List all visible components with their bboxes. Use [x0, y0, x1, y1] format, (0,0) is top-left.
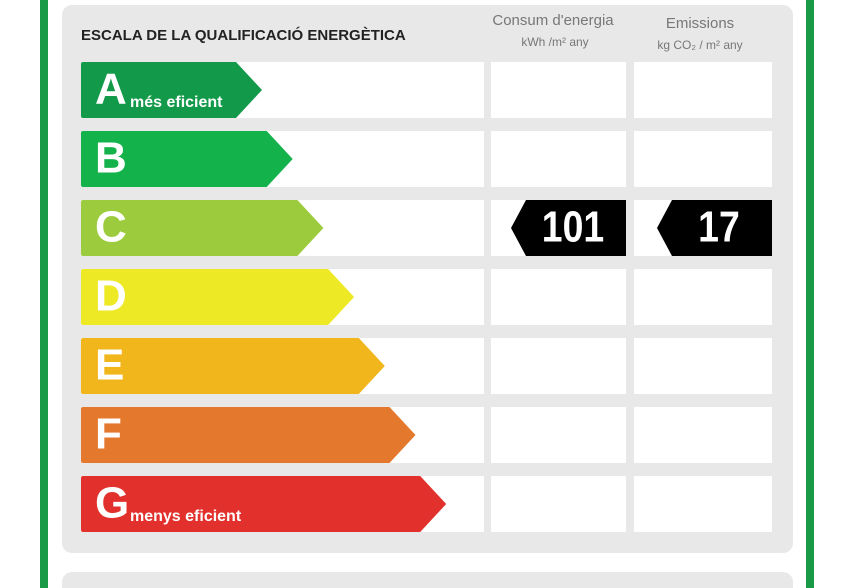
rating-tag: [511, 200, 626, 256]
cell: [491, 131, 626, 187]
title: ESCALA DE LA QUALIFICACIÓ ENERGÈTICA: [81, 26, 406, 44]
panel-bottom: [62, 572, 793, 588]
rating-arrow: [81, 338, 385, 394]
rating-label: menys eficient: [130, 508, 242, 525]
rating-arrow: [81, 476, 447, 532]
rating-arrow: [81, 200, 324, 256]
rating-arrow: [81, 62, 262, 118]
rating-letter: E: [95, 341, 124, 390]
column-title: Emissions: [666, 15, 734, 32]
cell: [491, 407, 626, 463]
rating-letter: F: [95, 410, 122, 459]
rating-tag: [657, 200, 772, 256]
rating-energy: 101: [511, 200, 626, 256]
rating-letter: A: [95, 65, 127, 114]
rating-letter: C: [95, 203, 127, 252]
rating-value: 101: [542, 202, 604, 252]
cell: [634, 476, 772, 532]
rating-letter: D: [95, 272, 127, 321]
border-left: [40, 0, 48, 588]
cell: [634, 407, 772, 463]
rating-value: 17: [698, 202, 740, 252]
cell: [491, 62, 626, 118]
column-unit: kg CO₂ / m² any: [657, 38, 742, 52]
rating-letter: B: [95, 134, 127, 183]
column-title: Consum d'energia: [492, 12, 614, 29]
column-unit: kWh /m² any: [521, 35, 588, 49]
cell: [634, 338, 772, 394]
cell: [491, 269, 626, 325]
rating-arrow: [81, 269, 355, 325]
border-right: [806, 0, 814, 588]
rating-arrow: [81, 407, 416, 463]
cell: [634, 62, 772, 118]
rating-arrow: [81, 131, 293, 187]
cell: [491, 338, 626, 394]
rating-label: més eficient: [130, 94, 223, 111]
cell: [491, 476, 626, 532]
rating-emissions: 17: [657, 200, 772, 256]
rating-letter: G: [95, 479, 129, 528]
cell: [634, 131, 772, 187]
cell: [634, 269, 772, 325]
